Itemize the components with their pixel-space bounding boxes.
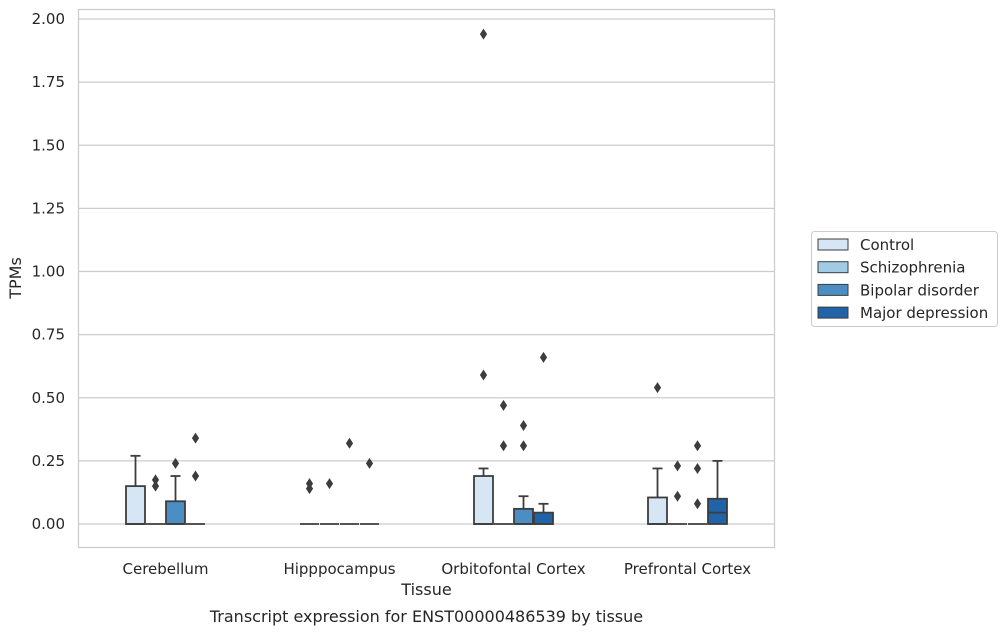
box-body (647, 496, 668, 525)
legend-frame (811, 231, 998, 327)
outlier-point (151, 480, 160, 492)
outlier-point (519, 420, 528, 432)
outlier-point (191, 432, 200, 444)
outliers (151, 28, 702, 510)
y-tick-label: 1.75 (32, 73, 65, 91)
x-tick-label: Hipppocampus (283, 560, 395, 578)
plot-area-frame (77, 8, 776, 549)
box-body (533, 511, 554, 525)
box-control (125, 454, 146, 525)
legend: Control Schizophrenia Bipolar disorder Majo… (811, 231, 998, 327)
outlier-point (519, 440, 528, 452)
legend-swatch (817, 283, 849, 296)
y-tick-label: 1.25 (32, 199, 65, 217)
legend-swatch (817, 261, 849, 274)
legend-label: Control (860, 236, 914, 254)
chart-title: Transcript expression for ENST0000048653… (209, 607, 643, 626)
legend-label: Schizophrenia (860, 259, 965, 277)
outlier-point (365, 457, 374, 469)
y-tick-label: 2.00 (32, 10, 65, 28)
outlier-point (673, 490, 682, 502)
y-tick-label: 1.00 (32, 263, 65, 281)
outlier-point (693, 462, 702, 474)
outlier-point (693, 440, 702, 452)
box-major-depression (533, 502, 554, 525)
boxes (125, 454, 728, 525)
box-body (165, 500, 186, 525)
y-tick-label: 1.50 (32, 136, 65, 154)
outlier-point (499, 440, 508, 452)
box-bipolar-disorder (513, 495, 534, 525)
outlier-point (539, 351, 548, 363)
outlier-point (345, 437, 354, 449)
outlier-point (673, 460, 682, 472)
x-tick-labels: Cerebellum Hipppocampus Orbitofontal Corte… (123, 560, 752, 578)
y-tick-labels: 0.00 0.25 0.50 0.75 1.00 1.25 1.50 1.75 2.00 (32, 10, 65, 533)
legend-swatch (817, 238, 849, 251)
y-axis-label: TPMs (6, 257, 25, 300)
legend-swatch (817, 306, 849, 319)
box-bipolar-disorder (165, 475, 186, 525)
outlier-point (325, 478, 334, 490)
box-body (707, 497, 728, 525)
outlier-point (653, 382, 662, 394)
x-tick-label: Prefrontal Cortex (624, 560, 751, 578)
outlier-point (305, 478, 314, 490)
x-axis-label: Tissue (400, 580, 451, 599)
outlier-point (479, 28, 488, 40)
box-control (473, 467, 494, 525)
y-tick-label: 0.50 (32, 389, 65, 407)
y-tick-label: 0.75 (32, 326, 65, 344)
legend-label: Bipolar disorder (860, 281, 980, 299)
outlier-point (693, 498, 702, 510)
box-major-depression (707, 459, 728, 525)
y-tick-label: 0.25 (32, 452, 65, 470)
gridlines (78, 18, 775, 525)
outlier-point (479, 369, 488, 381)
box-body (473, 475, 494, 525)
box-body (513, 507, 534, 525)
y-tick-label: 0.00 (32, 515, 65, 533)
legend-label: Major depression (860, 304, 988, 322)
outlier-point (191, 470, 200, 482)
x-tick-label: Orbitofontal Cortex (441, 560, 585, 578)
x-tick-label: Cerebellum (123, 560, 209, 578)
box-body (125, 485, 146, 525)
box-control (647, 467, 668, 525)
outlier-point (151, 474, 160, 486)
outlier-point (499, 399, 508, 411)
outlier-point (171, 457, 180, 469)
